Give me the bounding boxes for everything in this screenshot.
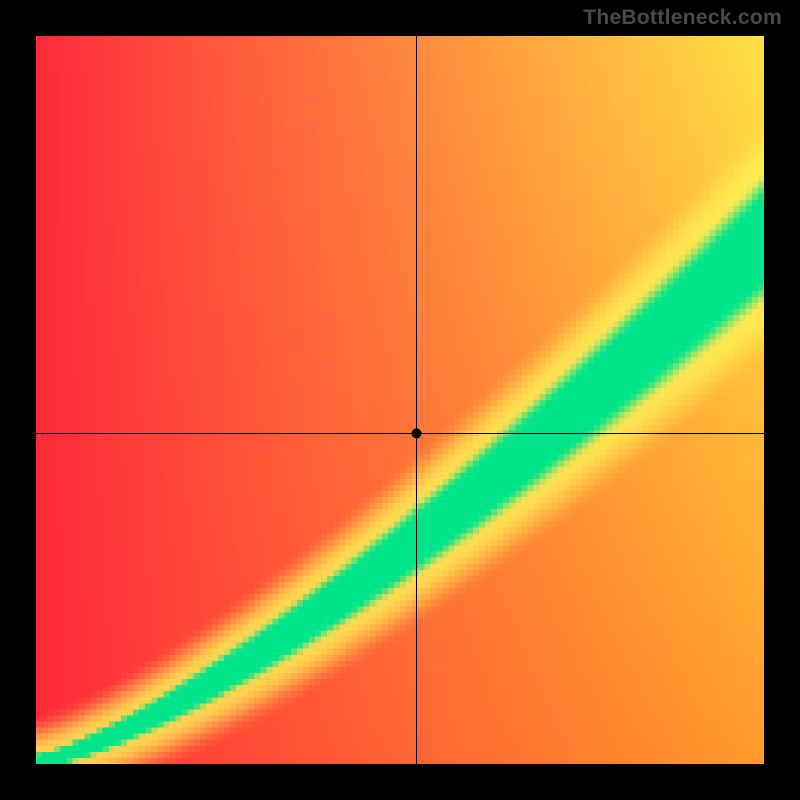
bottleneck-heatmap (36, 36, 764, 764)
crosshair-overlay (36, 36, 764, 764)
watermark-text: TheBottleneck.com (583, 6, 782, 30)
